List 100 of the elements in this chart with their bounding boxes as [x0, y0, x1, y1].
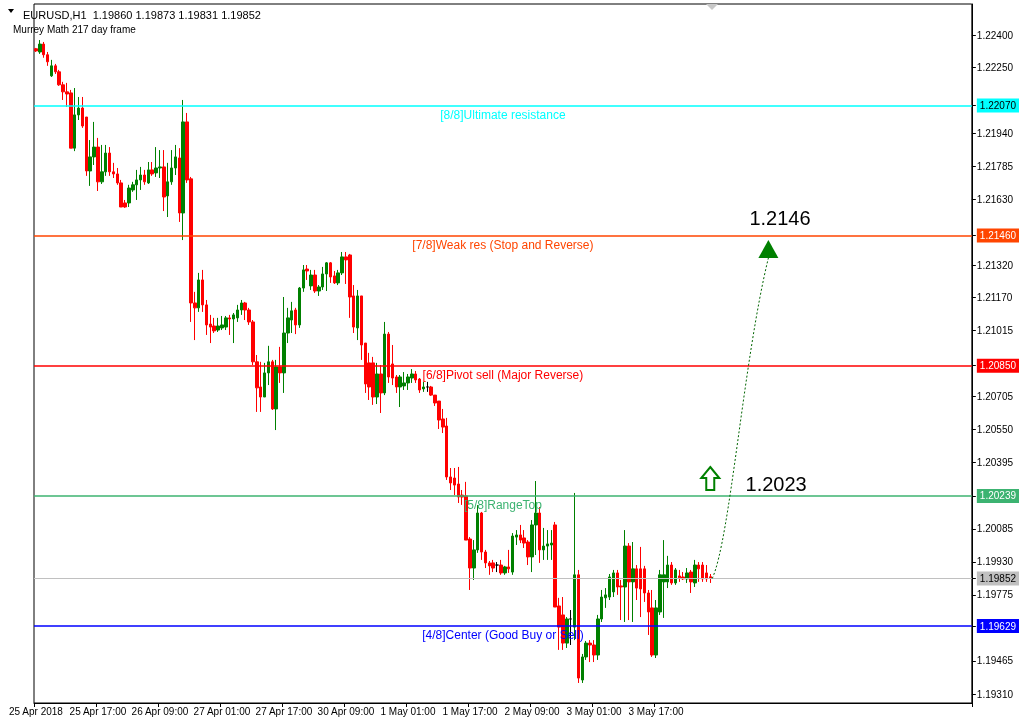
candlestick	[705, 564, 708, 583]
candlestick	[542, 527, 545, 561]
candlestick	[294, 307, 297, 335]
text: Murrey Math 217 day frame	[13, 23, 137, 35]
y-tick-label: 1.20395	[976, 457, 1014, 469]
candlestick	[108, 146, 111, 177]
candlestick	[511, 532, 514, 576]
candlestick	[325, 261, 328, 292]
candlestick	[50, 59, 53, 78]
y-tick-label: 1.21320	[976, 259, 1014, 271]
candlestick	[356, 289, 359, 341]
candlestick	[329, 261, 332, 284]
ref-line-label: [6/8]Pivot sell (Major Reverse)	[422, 367, 584, 382]
y-tick-label: 1.21170	[976, 291, 1013, 303]
candlestick	[181, 99, 185, 241]
candlestick	[228, 314, 231, 336]
candlestick	[143, 169, 146, 186]
candlestick	[491, 559, 495, 573]
candlestick	[243, 301, 247, 321]
candlestick	[701, 561, 704, 583]
y-tick-label: 1.21630	[976, 193, 1014, 205]
candlestick	[224, 315, 228, 331]
y-tick-label: 1.22400	[976, 29, 1014, 41]
candlestick	[631, 541, 635, 623]
candlestick	[38, 39, 42, 55]
x-tick-label: 26 Apr 09:00	[131, 705, 189, 717]
chart-title: EURUSD,H1 1.19860 1.19873 1.19831 1.19852	[23, 8, 261, 21]
candlestick	[197, 272, 200, 313]
candlestick	[457, 466, 460, 504]
candlestick	[158, 149, 162, 179]
y-tick-label: 1.19775	[976, 589, 1014, 601]
x-tick-label: 27 Apr 17:00	[255, 705, 313, 717]
candlestick	[693, 559, 697, 588]
candlestick	[422, 381, 425, 393]
candlestick	[592, 639, 596, 663]
y-tick-label: 1.20550	[976, 424, 1014, 436]
candlestick	[100, 144, 104, 185]
x-tick-label: 1 May 17:00	[442, 705, 498, 717]
x-tick-label: 30 Apr 09:00	[317, 705, 375, 717]
candlestick	[150, 161, 154, 177]
candlestick	[375, 362, 379, 405]
y-tick-label: 1.22070	[979, 100, 1017, 111]
y-tick-label: 1.22250	[976, 61, 1014, 73]
candlestick	[639, 546, 642, 618]
y-tick-label: 1.19852	[979, 572, 1017, 584]
candlestick	[519, 524, 522, 544]
y-tick-label: 1.21015	[976, 324, 1014, 336]
candlestick	[73, 87, 76, 152]
candlestick	[662, 539, 666, 619]
candlestick	[612, 569, 615, 598]
candlestick	[216, 317, 220, 333]
y-tick-label: 1.20085	[976, 523, 1014, 535]
ref-line-label: [8/8]Ultimate resistance	[440, 107, 566, 122]
candlestick	[178, 147, 181, 223]
y-tick-label: 1.20239	[979, 490, 1017, 502]
y-tick-label: 1.21460	[979, 230, 1017, 242]
candlestick	[588, 639, 592, 663]
candlestick	[147, 161, 150, 185]
candlestick	[309, 269, 313, 291]
candlestick	[550, 529, 553, 561]
x-tick-label: 25 Apr 17:00	[69, 705, 127, 717]
candlestick	[499, 559, 503, 576]
candlestick	[689, 569, 693, 594]
y-tick-label: 1.21940	[976, 127, 1014, 139]
candlestick	[623, 529, 627, 623]
candlestick	[154, 146, 158, 178]
x-tick-label: 3 May 01:00	[566, 705, 622, 717]
x-tick-label: 2 May 09:00	[504, 705, 560, 717]
candlestick	[678, 569, 681, 583]
candlestick	[34, 47, 38, 53]
candlestick	[313, 269, 317, 294]
candlestick	[398, 374, 402, 408]
candlestick	[274, 359, 278, 431]
ref-line-label: [4/8]Center (Good Buy or Sell)	[422, 628, 584, 643]
candlestick	[650, 589, 654, 658]
x-tick-label: 1 May 01:00	[380, 705, 436, 717]
y-tick-label: 1.19465	[976, 655, 1014, 667]
candlestick	[546, 529, 549, 561]
y-tick-label: 1.20705	[976, 391, 1014, 403]
candlestick	[135, 169, 138, 201]
ref-line-label: [7/8]Weak res (Stop and Reverse)	[412, 237, 594, 252]
annotation: 1.2023	[745, 473, 807, 495]
candlestick	[96, 137, 100, 192]
candlestick	[697, 561, 700, 583]
candlestick	[503, 565, 507, 576]
candlestick	[220, 315, 224, 331]
x-tick-label: 25 Apr 2018	[8, 705, 64, 717]
x-tick-label: 3 May 17:00	[628, 705, 684, 717]
y-tick-label: 1.20850	[979, 360, 1017, 372]
candlestick	[670, 561, 673, 586]
candlestick	[305, 264, 309, 281]
candlestick	[674, 567, 677, 586]
candlestick	[162, 149, 166, 212]
annotation: 1.2146	[749, 207, 811, 229]
candlestick	[507, 549, 510, 574]
y-tick-label: 1.19629	[979, 620, 1017, 632]
y-tick-label: 1.21785	[976, 160, 1014, 172]
y-tick-label: 1.19930	[976, 556, 1014, 568]
candlestick	[406, 373, 410, 391]
y-tick-label: 1.19310	[976, 688, 1014, 700]
